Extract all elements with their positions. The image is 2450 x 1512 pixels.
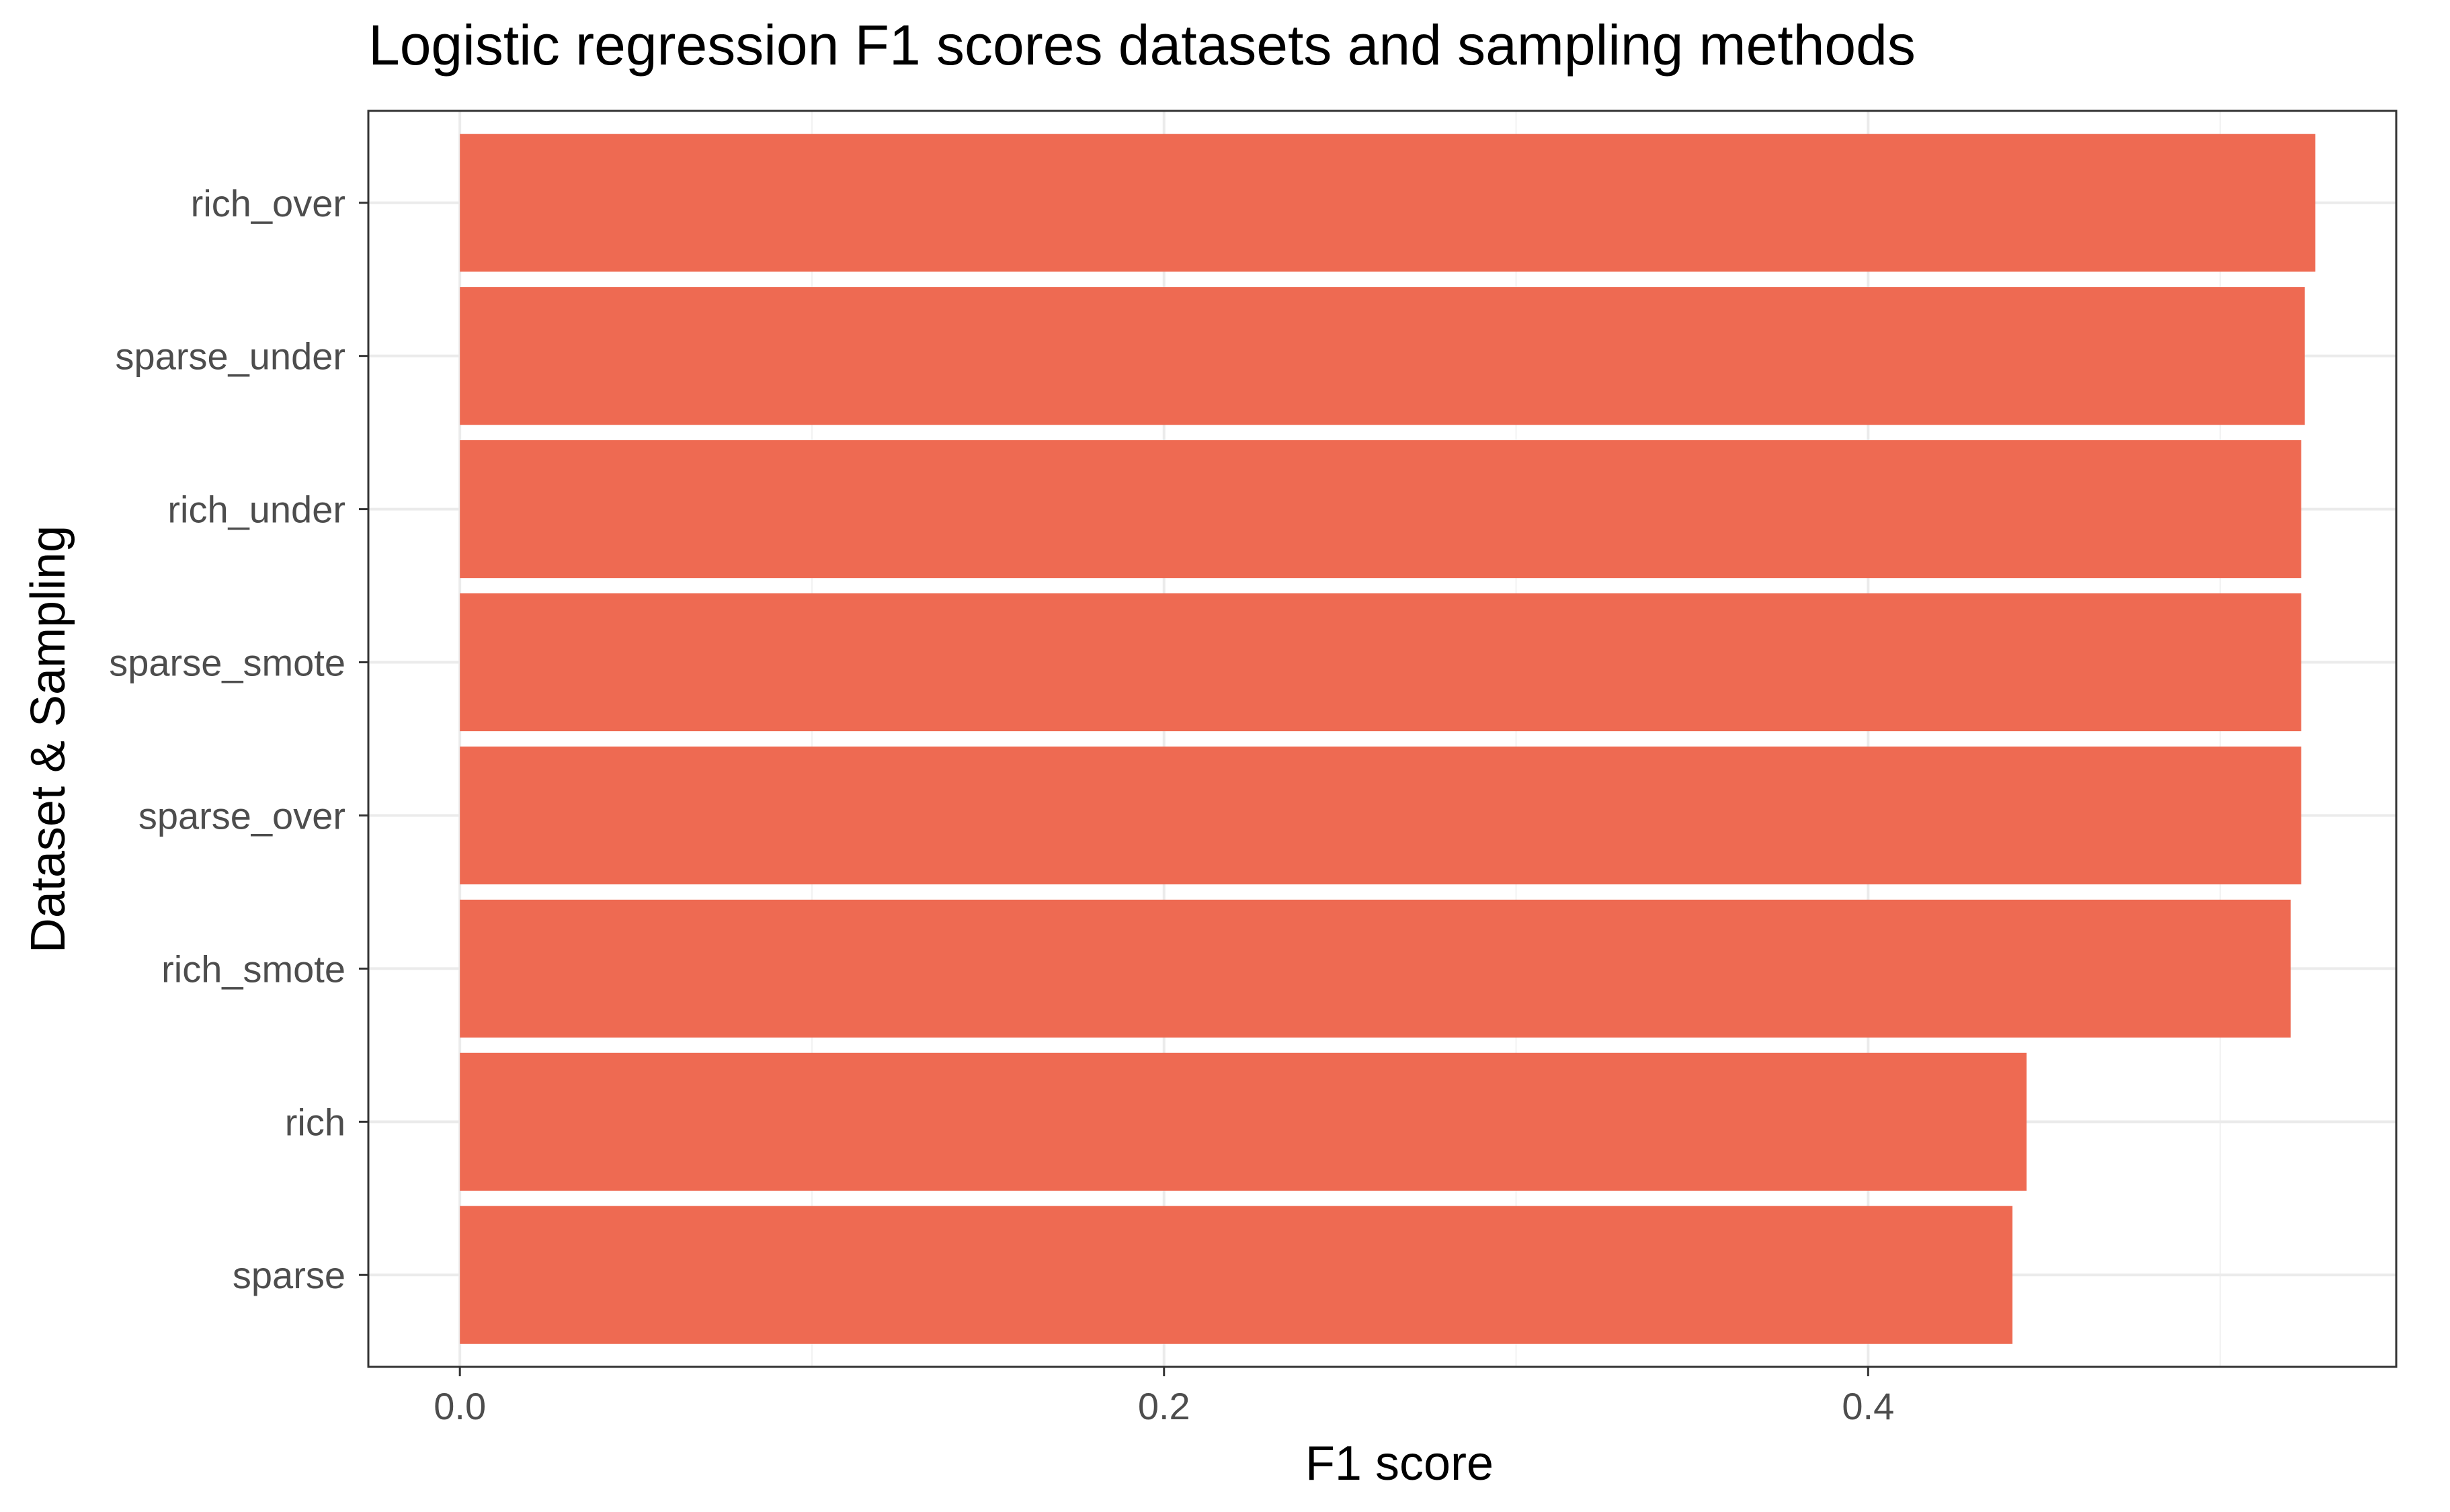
y-tick-label: sparse_over xyxy=(138,794,345,837)
bar-rich xyxy=(460,1052,2027,1191)
bars xyxy=(460,134,2316,1344)
x-tick-label: 0.4 xyxy=(1842,1385,1894,1427)
x-axis: 0.0 0.2 0.4 xyxy=(434,1367,1894,1427)
bar-rich_over xyxy=(460,134,2316,272)
bar-sparse_under xyxy=(460,287,2305,425)
plot-panel-border xyxy=(367,110,2398,1368)
chart-title: Logistic regression F1 scores datasets a… xyxy=(368,13,1916,77)
bar-sparse_smote xyxy=(460,593,2301,732)
bar-rich_smote xyxy=(460,899,2291,1038)
bar-rich_under xyxy=(460,440,2301,579)
y-axis: rich_over sparse_under rich_under sparse_sm… xyxy=(109,182,368,1296)
x-tick-label: 0.0 xyxy=(434,1385,486,1427)
x-tick-label: 0.2 xyxy=(1138,1385,1190,1427)
y-tick-label: sparse_under xyxy=(116,335,345,378)
y-tick-label: rich_smote xyxy=(161,948,345,990)
y-tick-label: rich xyxy=(285,1101,345,1143)
y-tick-label: sparse xyxy=(233,1254,345,1296)
y-axis-title: Dataset & Sampling xyxy=(22,526,75,953)
y-tick-label: rich_under xyxy=(167,489,345,531)
bar-sparse xyxy=(460,1206,2013,1344)
x-axis-title: F1 score xyxy=(1305,1437,1494,1490)
y-tick-label: sparse_smote xyxy=(109,642,345,684)
plot-panel xyxy=(367,110,2398,1368)
y-tick-label: rich_over xyxy=(191,182,345,224)
bar-sparse_over xyxy=(460,746,2301,885)
